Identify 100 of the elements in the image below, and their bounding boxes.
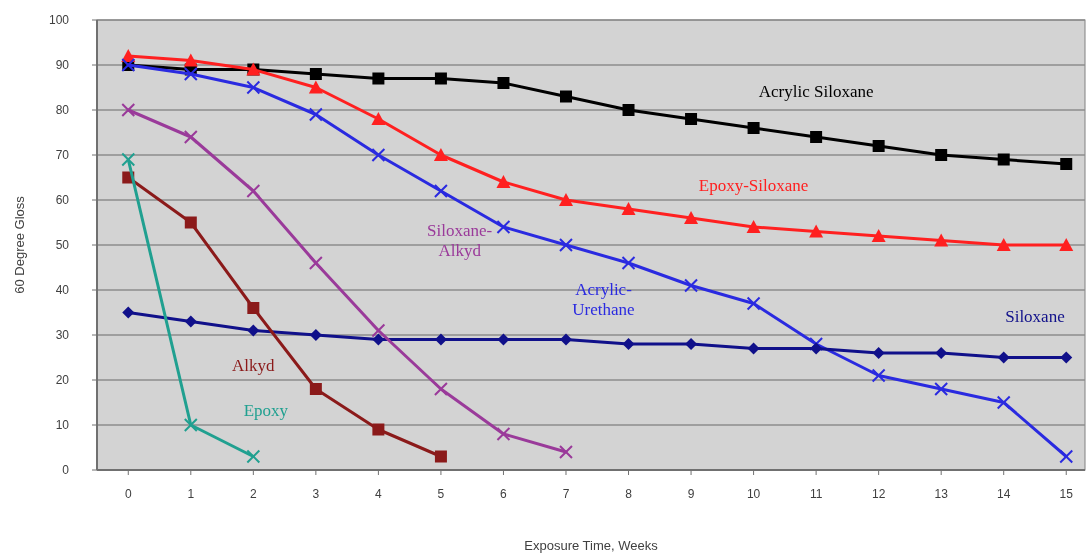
- point: [308, 80, 323, 94]
- point: [1059, 449, 1074, 464]
- x-tick-label: 6: [500, 487, 508, 501]
- y-tick-label: 100: [48, 13, 70, 28]
- point: [1060, 351, 1073, 364]
- point: [997, 153, 1010, 166]
- point: [872, 347, 885, 359]
- series-label: Epoxy: [243, 401, 289, 420]
- point: [684, 211, 699, 224]
- y-tick-label: 40: [55, 283, 70, 298]
- y-tick-label: 60: [55, 193, 70, 208]
- point: [247, 302, 260, 314]
- point: [308, 107, 323, 122]
- point: [558, 445, 573, 459]
- point: [497, 77, 510, 89]
- x-tick-label: 5: [437, 487, 445, 501]
- point: [621, 202, 636, 215]
- point: [746, 296, 761, 311]
- point: [996, 395, 1011, 410]
- point: [308, 256, 323, 270]
- point: [809, 224, 824, 238]
- point: [558, 238, 573, 252]
- x-tick-label: 1: [187, 487, 195, 501]
- point: [183, 67, 198, 81]
- point: [247, 324, 260, 337]
- series-label: Alkyd: [232, 356, 276, 375]
- y-axis-title: 60 Degree Gloss: [12, 195, 27, 294]
- point: [184, 315, 197, 328]
- point: [935, 149, 948, 161]
- point: [183, 130, 198, 144]
- point: [246, 80, 261, 95]
- y-tick-label: 90: [55, 58, 70, 73]
- point: [121, 103, 136, 117]
- x-tick-label: 11: [809, 487, 823, 501]
- point: [246, 449, 261, 464]
- point: [372, 423, 385, 436]
- point: [684, 278, 699, 293]
- point: [183, 418, 198, 432]
- point: [309, 68, 322, 80]
- point: [496, 220, 511, 234]
- point: [934, 233, 949, 247]
- point: [433, 184, 448, 198]
- series-label: Epoxy-Siloxane: [698, 176, 809, 195]
- point: [558, 193, 573, 206]
- point: [496, 175, 511, 188]
- point: [433, 382, 448, 396]
- x-tick-label: 15: [1059, 487, 1074, 501]
- x-tick-label: 14: [997, 487, 1011, 501]
- point: [685, 113, 698, 125]
- point: [496, 427, 511, 441]
- point: [246, 184, 261, 198]
- point: [996, 238, 1011, 251]
- x-tick-label: 7: [562, 487, 570, 501]
- y-tick-label: 0: [62, 463, 70, 478]
- point: [434, 72, 447, 85]
- point: [810, 131, 823, 143]
- x-axis-title: Exposure Time, Weeks: [524, 538, 659, 553]
- x-tick-label: 12: [871, 487, 886, 501]
- point: [1060, 158, 1073, 170]
- x-tick-label: 8: [625, 487, 633, 501]
- point: [810, 342, 823, 355]
- x-tick-label: 2: [249, 487, 257, 501]
- point: [371, 148, 386, 162]
- x-tick-label: 13: [934, 487, 949, 501]
- series-label: Acrylic-Urethane: [572, 279, 635, 319]
- point: [434, 450, 447, 463]
- y-tick-label: 50: [55, 238, 70, 253]
- point: [371, 323, 386, 338]
- x-tick-label: 0: [124, 487, 132, 501]
- x-tick-label: 3: [312, 487, 320, 501]
- x-tick-label: 9: [687, 487, 695, 501]
- point: [309, 383, 322, 395]
- series-label: Siloxane: [1005, 306, 1065, 326]
- point: [871, 368, 886, 383]
- point: [746, 220, 761, 233]
- point: [184, 216, 197, 229]
- point: [934, 382, 949, 396]
- point: [433, 148, 448, 161]
- text: Siloxane-Alkyd: [427, 221, 493, 261]
- point: [121, 152, 136, 167]
- point: [372, 72, 385, 85]
- point: [622, 104, 635, 116]
- y-tick-label: 70: [55, 148, 70, 163]
- point: [371, 112, 386, 125]
- y-tick-label: 20: [55, 373, 70, 388]
- point: [183, 53, 198, 67]
- point: [559, 90, 572, 103]
- point: [122, 306, 135, 319]
- y-tick-label: 10: [55, 418, 70, 433]
- point: [622, 338, 635, 350]
- series-label: Acrylic Siloxane: [758, 81, 874, 101]
- point: [747, 122, 760, 134]
- x-tick-label: 10: [746, 487, 761, 501]
- y-tick-label: 80: [55, 103, 70, 118]
- point: [621, 256, 636, 270]
- point: [872, 140, 885, 152]
- point: [1059, 238, 1074, 251]
- x-tick-label: 4: [375, 487, 383, 501]
- point: [871, 229, 886, 242]
- y-tick-label: 30: [55, 328, 70, 343]
